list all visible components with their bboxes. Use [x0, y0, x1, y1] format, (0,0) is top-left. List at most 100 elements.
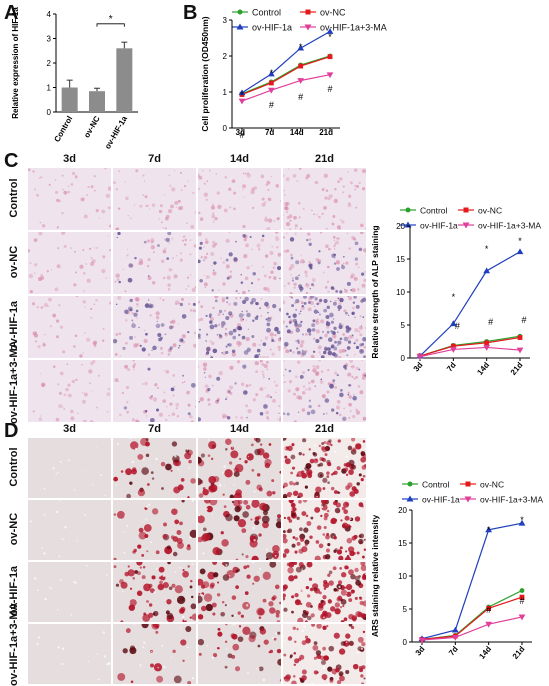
ars-nodule [348, 598, 353, 602]
data-point [267, 70, 275, 77]
ars-nodule [190, 579, 193, 583]
stain-speck [355, 184, 360, 189]
column-header: 3d [63, 153, 76, 165]
stain-speck [354, 328, 359, 333]
stain-speck [147, 353, 151, 356]
micrograph-texture [283, 438, 366, 498]
ars-nodule [291, 595, 295, 599]
ars-nodule [313, 670, 318, 675]
data-point [268, 80, 274, 86]
ars-nodule [352, 551, 356, 555]
stain-speck [152, 397, 158, 402]
ars-nodule [325, 534, 330, 540]
alp-stain [240, 273, 243, 276]
x-tick-label: 14d [477, 644, 493, 660]
alp-stain [296, 350, 301, 355]
y-axis-label: Relative expression of HIF-1a [11, 7, 20, 119]
stain-speck [38, 232, 43, 236]
alp-stain [209, 320, 213, 324]
alp-stain [242, 300, 247, 305]
stain-speck [76, 296, 79, 298]
stain-speck [187, 180, 189, 182]
ars-nodule [283, 593, 286, 598]
stain-speck [244, 276, 249, 281]
stain-speck [171, 257, 174, 260]
alp-stain [329, 383, 334, 389]
ars-nodule [283, 553, 287, 558]
stain-speck [359, 390, 364, 395]
alp-stain [299, 374, 304, 379]
stain-speck [357, 385, 361, 388]
stain-speck [245, 319, 247, 321]
cell-speck [135, 447, 138, 451]
ars-nodule [259, 628, 267, 635]
alp-stain [233, 301, 238, 306]
cell-speck [256, 667, 258, 670]
y-axis-label: ARS staining relative intensity [370, 515, 380, 638]
ars-nodule [354, 596, 358, 600]
ars-nodule [323, 516, 328, 521]
ars-nodule [235, 489, 242, 496]
stain-speck [264, 387, 267, 389]
ars-nodule [224, 604, 227, 607]
cell-speck [191, 563, 194, 566]
stain-speck [107, 206, 111, 210]
cell-speck [328, 682, 331, 684]
ars-nodule [358, 538, 364, 545]
ars-nodule [265, 552, 274, 560]
alp-stain [243, 350, 249, 355]
ars-nodule [255, 516, 260, 520]
alp-stain [333, 262, 337, 265]
ars-nodule [237, 636, 244, 643]
stain-speck [93, 175, 96, 178]
alp-stain [203, 259, 205, 262]
ars-nodule [314, 587, 320, 594]
stain-speck [363, 345, 366, 349]
stain-speck [148, 208, 151, 210]
stain-speck [125, 196, 129, 201]
cell-speck [322, 666, 326, 669]
cell-speck [363, 482, 366, 485]
ars-nodule [323, 587, 327, 590]
alp-stain [210, 356, 214, 358]
stain-speck [130, 217, 132, 219]
stain-speck [83, 392, 88, 397]
stain-speck [297, 339, 300, 342]
stain-speck [157, 346, 159, 348]
stain-speck [359, 232, 364, 235]
ars-nodule [198, 593, 201, 596]
ars-nodule [206, 505, 213, 513]
ars-nodule [321, 446, 328, 453]
stain-speck [118, 332, 122, 336]
alp-stain [238, 333, 241, 337]
ars-nodule [166, 598, 172, 605]
stain-speck [327, 247, 331, 251]
ars-nodule [233, 471, 240, 478]
cell-speck [55, 510, 59, 514]
micrograph-tile [113, 360, 196, 422]
stain-speck [205, 275, 210, 279]
alp-stain [295, 340, 297, 342]
stain-speck [162, 249, 167, 254]
stain-speck [290, 263, 295, 269]
ars-nodule [200, 453, 206, 458]
micrograph-tile [113, 168, 196, 230]
stain-speck [214, 296, 219, 299]
stain-speck [183, 243, 187, 246]
stain-speck [269, 348, 272, 351]
alp-stain [329, 300, 332, 303]
ars-nodule [190, 478, 196, 484]
alp-stain [235, 240, 237, 243]
stain-speck [162, 299, 165, 302]
stain-speck [313, 213, 315, 216]
stain-speck [324, 196, 328, 200]
stain-speck [61, 174, 64, 177]
ars-nodule [344, 515, 350, 521]
ars-nodule [325, 554, 331, 560]
ars-nodule [355, 443, 362, 450]
stain-speck [283, 320, 285, 325]
cell-speck [301, 589, 304, 592]
stain-speck [222, 282, 226, 286]
stain-speck [195, 399, 196, 402]
stain-speck [48, 183, 51, 186]
